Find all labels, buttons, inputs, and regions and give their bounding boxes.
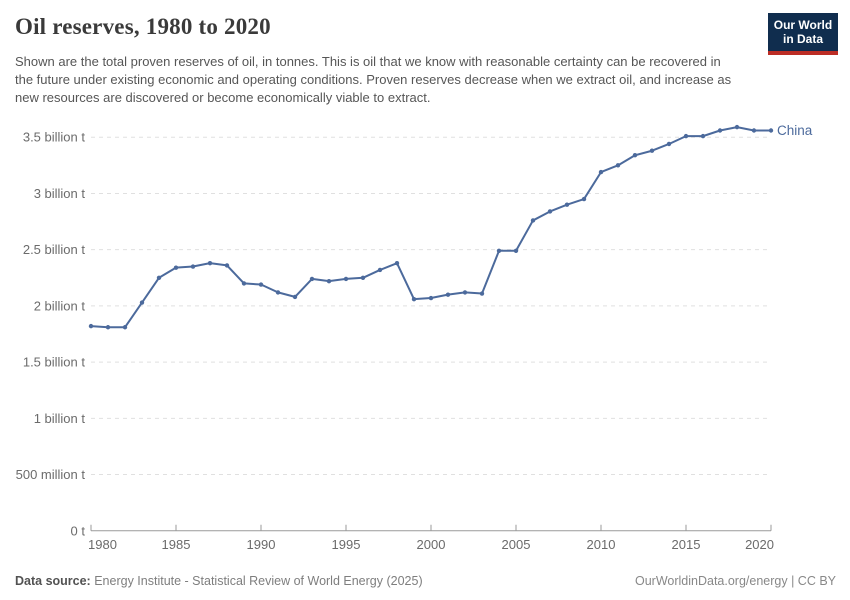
data-point[interactable] — [241, 281, 247, 286]
x-tick-label: 2000 — [417, 537, 446, 552]
data-point[interactable] — [207, 260, 213, 266]
data-point[interactable] — [564, 202, 570, 207]
data-point[interactable] — [258, 282, 264, 287]
data-point[interactable] — [139, 300, 145, 305]
entity-label: China — [777, 123, 813, 138]
data-point[interactable] — [632, 153, 638, 158]
data-point[interactable] — [190, 264, 196, 269]
y-tick-label: 1.5 billion t — [23, 355, 86, 370]
data-point[interactable] — [173, 265, 179, 270]
data-point[interactable] — [649, 148, 655, 153]
y-tick-label: 1 billion t — [34, 411, 86, 426]
chart-footer: Data source: Energy Institute - Statisti… — [15, 574, 836, 588]
data-point[interactable] — [666, 141, 672, 147]
data-point[interactable] — [88, 323, 94, 329]
y-tick-label: 2 billion t — [34, 298, 86, 313]
data-point[interactable] — [224, 263, 230, 268]
data-point[interactable] — [496, 248, 502, 253]
data-point[interactable] — [462, 290, 468, 295]
x-tick-label: 2020 — [745, 537, 774, 552]
data-point[interactable] — [360, 275, 366, 280]
data-point[interactable] — [513, 248, 519, 253]
owid-logo-line1: Our World — [773, 18, 833, 32]
page-title: Oil reserves, 1980 to 2020 — [15, 14, 271, 39]
data-source: Data source: Energy Institute - Statisti… — [15, 574, 423, 588]
data-point[interactable] — [394, 260, 400, 266]
owid-logo[interactable]: Our World in Data — [768, 13, 838, 55]
data-point[interactable] — [411, 296, 417, 302]
x-tick-label: 2015 — [672, 537, 701, 552]
owid-logo-line2: in Data — [782, 32, 823, 47]
data-point[interactable] — [343, 276, 349, 282]
x-tick-label: 1995 — [332, 537, 361, 552]
footer-attribution-link[interactable]: OurWorldinData.org/energy | CC BY — [634, 574, 836, 588]
data-point[interactable] — [326, 278, 332, 284]
data-point[interactable] — [598, 169, 604, 175]
data-point[interactable] — [156, 275, 162, 280]
data-point[interactable] — [275, 290, 281, 295]
x-tick-label: 1985 — [162, 537, 191, 552]
data-point[interactable] — [700, 133, 706, 139]
y-tick-label: 2.5 billion t — [23, 242, 86, 257]
data-source-label: Data source: — [15, 574, 91, 588]
data-point[interactable] — [734, 124, 740, 130]
data-point[interactable] — [530, 218, 536, 223]
x-tick-label: 2005 — [502, 537, 531, 552]
data-point[interactable] — [428, 295, 434, 301]
y-tick-label: 0 t — [71, 523, 86, 538]
data-point[interactable] — [683, 133, 689, 139]
x-tick-label: 1990 — [247, 537, 276, 552]
data-point[interactable] — [292, 294, 298, 300]
y-tick-label: 3.5 billion t — [23, 130, 86, 145]
data-source-value: Energy Institute - Statistical Review of… — [94, 574, 423, 588]
x-tick-label: 1980 — [88, 537, 117, 552]
data-point[interactable] — [122, 325, 128, 330]
data-point[interactable] — [615, 163, 621, 168]
data-point[interactable] — [377, 267, 383, 273]
chart-subtitle: Shown are the total proven reserves of o… — [15, 54, 732, 105]
data-point[interactable] — [751, 128, 757, 133]
data-point[interactable] — [581, 196, 587, 202]
data-point[interactable] — [547, 209, 553, 214]
y-tick-label: 3 billion t — [34, 186, 86, 201]
data-point[interactable] — [105, 325, 111, 330]
data-point[interactable] — [717, 128, 723, 133]
data-point[interactable] — [479, 291, 485, 296]
data-point[interactable] — [445, 292, 451, 297]
data-point[interactable] — [768, 128, 774, 133]
data-point[interactable] — [309, 276, 315, 282]
data-line[interactable] — [90, 126, 772, 329]
y-tick-label: 500 million t — [16, 467, 86, 482]
x-tick-label: 2010 — [587, 537, 616, 552]
